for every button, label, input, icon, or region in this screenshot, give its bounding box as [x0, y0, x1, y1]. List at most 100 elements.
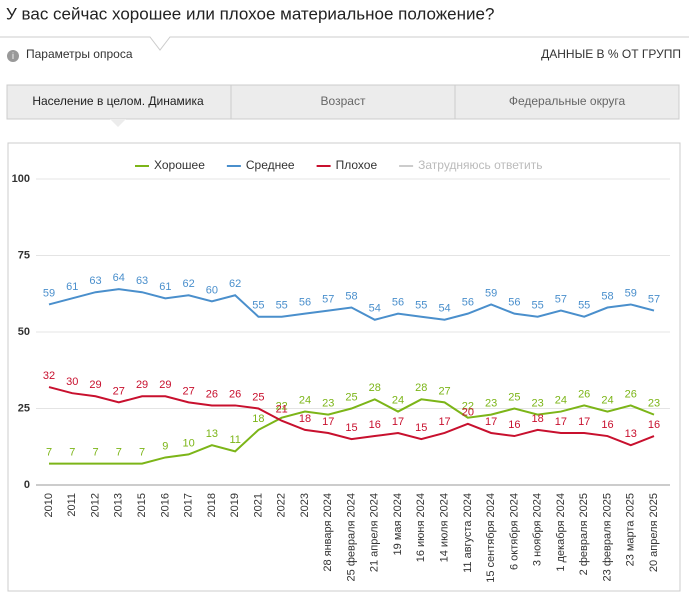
data-label: 29 — [89, 379, 101, 391]
params-link[interactable]: Параметры опроса — [26, 47, 133, 61]
x-tick-label: 1 декабря 2024 — [555, 493, 567, 572]
data-label: 63 — [136, 275, 148, 287]
data-label: 25 — [508, 391, 520, 403]
data-label: 24 — [555, 394, 567, 406]
x-tick-label: 11 августа 2024 — [462, 493, 474, 573]
data-label: 18 — [252, 413, 264, 425]
data-label: 56 — [392, 297, 404, 309]
data-label: 18 — [532, 413, 544, 425]
x-tick-label: 14 июля 2024 — [438, 493, 450, 562]
data-label: 25 — [252, 391, 264, 403]
data-label: 26 — [625, 388, 637, 400]
x-tick-label: 2019 — [229, 493, 241, 517]
data-label: 54 — [438, 303, 450, 315]
data-label: 27 — [438, 385, 450, 397]
data-label: 27 — [113, 385, 125, 397]
legend-label: Среднее — [246, 158, 295, 172]
data-label: 29 — [136, 379, 148, 391]
x-tick-label: 16 июня 2024 — [415, 493, 427, 562]
y-tick-label: 100 — [12, 173, 30, 185]
data-label: 26 — [206, 388, 218, 400]
data-label: 23 — [648, 398, 660, 410]
data-label: 7 — [46, 446, 52, 458]
data-label: 57 — [555, 293, 567, 305]
legend-label: Хорошее — [154, 158, 205, 172]
x-tick-label: 2012 — [89, 493, 101, 517]
data-label: 23 — [322, 398, 334, 410]
data-label: 27 — [182, 385, 194, 397]
data-label: 17 — [438, 416, 450, 428]
data-label: 64 — [113, 272, 125, 284]
data-label: 26 — [229, 388, 241, 400]
data-label: 58 — [601, 290, 613, 302]
data-label: 54 — [369, 303, 381, 315]
data-label: 23 — [532, 398, 544, 410]
data-label: 9 — [162, 440, 168, 452]
data-label: 55 — [578, 300, 590, 312]
data-label: 16 — [508, 419, 520, 431]
tab-pointer — [110, 119, 126, 127]
data-label: 63 — [89, 275, 101, 287]
x-tick-label: 2021 — [252, 493, 264, 517]
series-line — [48, 288, 655, 321]
series-line — [49, 398, 655, 465]
data-label: 32 — [43, 370, 55, 382]
data-label: 55 — [276, 300, 288, 312]
data-label: 17 — [392, 416, 404, 428]
x-tick-label: 20 апреля 2025 — [648, 493, 660, 572]
data-label: 55 — [252, 300, 264, 312]
legend-label: Затрудняюсь ответить — [418, 158, 542, 172]
y-tick-label: 75 — [18, 249, 30, 261]
data-label: 57 — [322, 293, 334, 305]
data-label: 17 — [555, 416, 567, 428]
data-label: 21 — [276, 404, 288, 416]
tab[interactable]: Возраст — [321, 94, 366, 108]
data-label: 15 — [345, 422, 357, 434]
data-label: 22 — [462, 401, 474, 413]
data-label: 16 — [601, 419, 613, 431]
data-label: 56 — [508, 297, 520, 309]
data-label: 28 — [369, 382, 381, 394]
x-tick-label: 28 января 2024 — [322, 493, 334, 572]
data-label: 24 — [299, 394, 311, 406]
data-label: 13 — [206, 428, 218, 440]
data-label: 13 — [625, 428, 637, 440]
x-tick-label: 23 марта 2025 — [625, 493, 637, 566]
data-label: 28 — [415, 382, 427, 394]
x-tick-label: 2023 — [299, 493, 311, 517]
x-tick-label: 2011 — [66, 493, 78, 517]
data-label: 16 — [369, 419, 381, 431]
series-line — [48, 386, 655, 447]
y-tick-label: 25 — [18, 402, 30, 414]
legend-label: Плохое — [336, 158, 378, 172]
x-tick-label: 2017 — [183, 493, 195, 517]
data-label: 16 — [648, 419, 660, 431]
info-glyph: i — [12, 51, 14, 61]
units-label: ДАННЫЕ В % ОТ ГРУПП — [541, 47, 681, 61]
data-label: 56 — [299, 297, 311, 309]
data-label: 17 — [578, 416, 590, 428]
data-label: 25 — [345, 391, 357, 403]
data-label: 7 — [139, 446, 145, 458]
x-tick-label: 6 октября 2024 — [508, 493, 520, 570]
x-tick-label: 19 мая 2024 — [392, 493, 404, 555]
x-tick-label: 2022 — [276, 493, 288, 517]
data-label: 61 — [159, 281, 171, 293]
data-label: 17 — [485, 416, 497, 428]
data-label: 15 — [415, 422, 427, 434]
data-label: 22 — [276, 401, 288, 413]
data-label: 7 — [92, 446, 98, 458]
data-label: 24 — [601, 394, 613, 406]
chart-frame — [7, 142, 681, 592]
page-title: У вас сейчас хорошее или плохое материал… — [6, 4, 494, 23]
tab[interactable]: Население в целом. Динамика — [32, 94, 204, 108]
data-label: 30 — [66, 376, 78, 388]
data-label: 60 — [206, 284, 218, 296]
tab[interactable]: Федеральные округа — [509, 94, 626, 108]
y-tick-label: 50 — [18, 326, 30, 338]
data-label: 26 — [578, 388, 590, 400]
info-icon[interactable] — [7, 50, 19, 62]
data-label: 59 — [43, 287, 55, 299]
